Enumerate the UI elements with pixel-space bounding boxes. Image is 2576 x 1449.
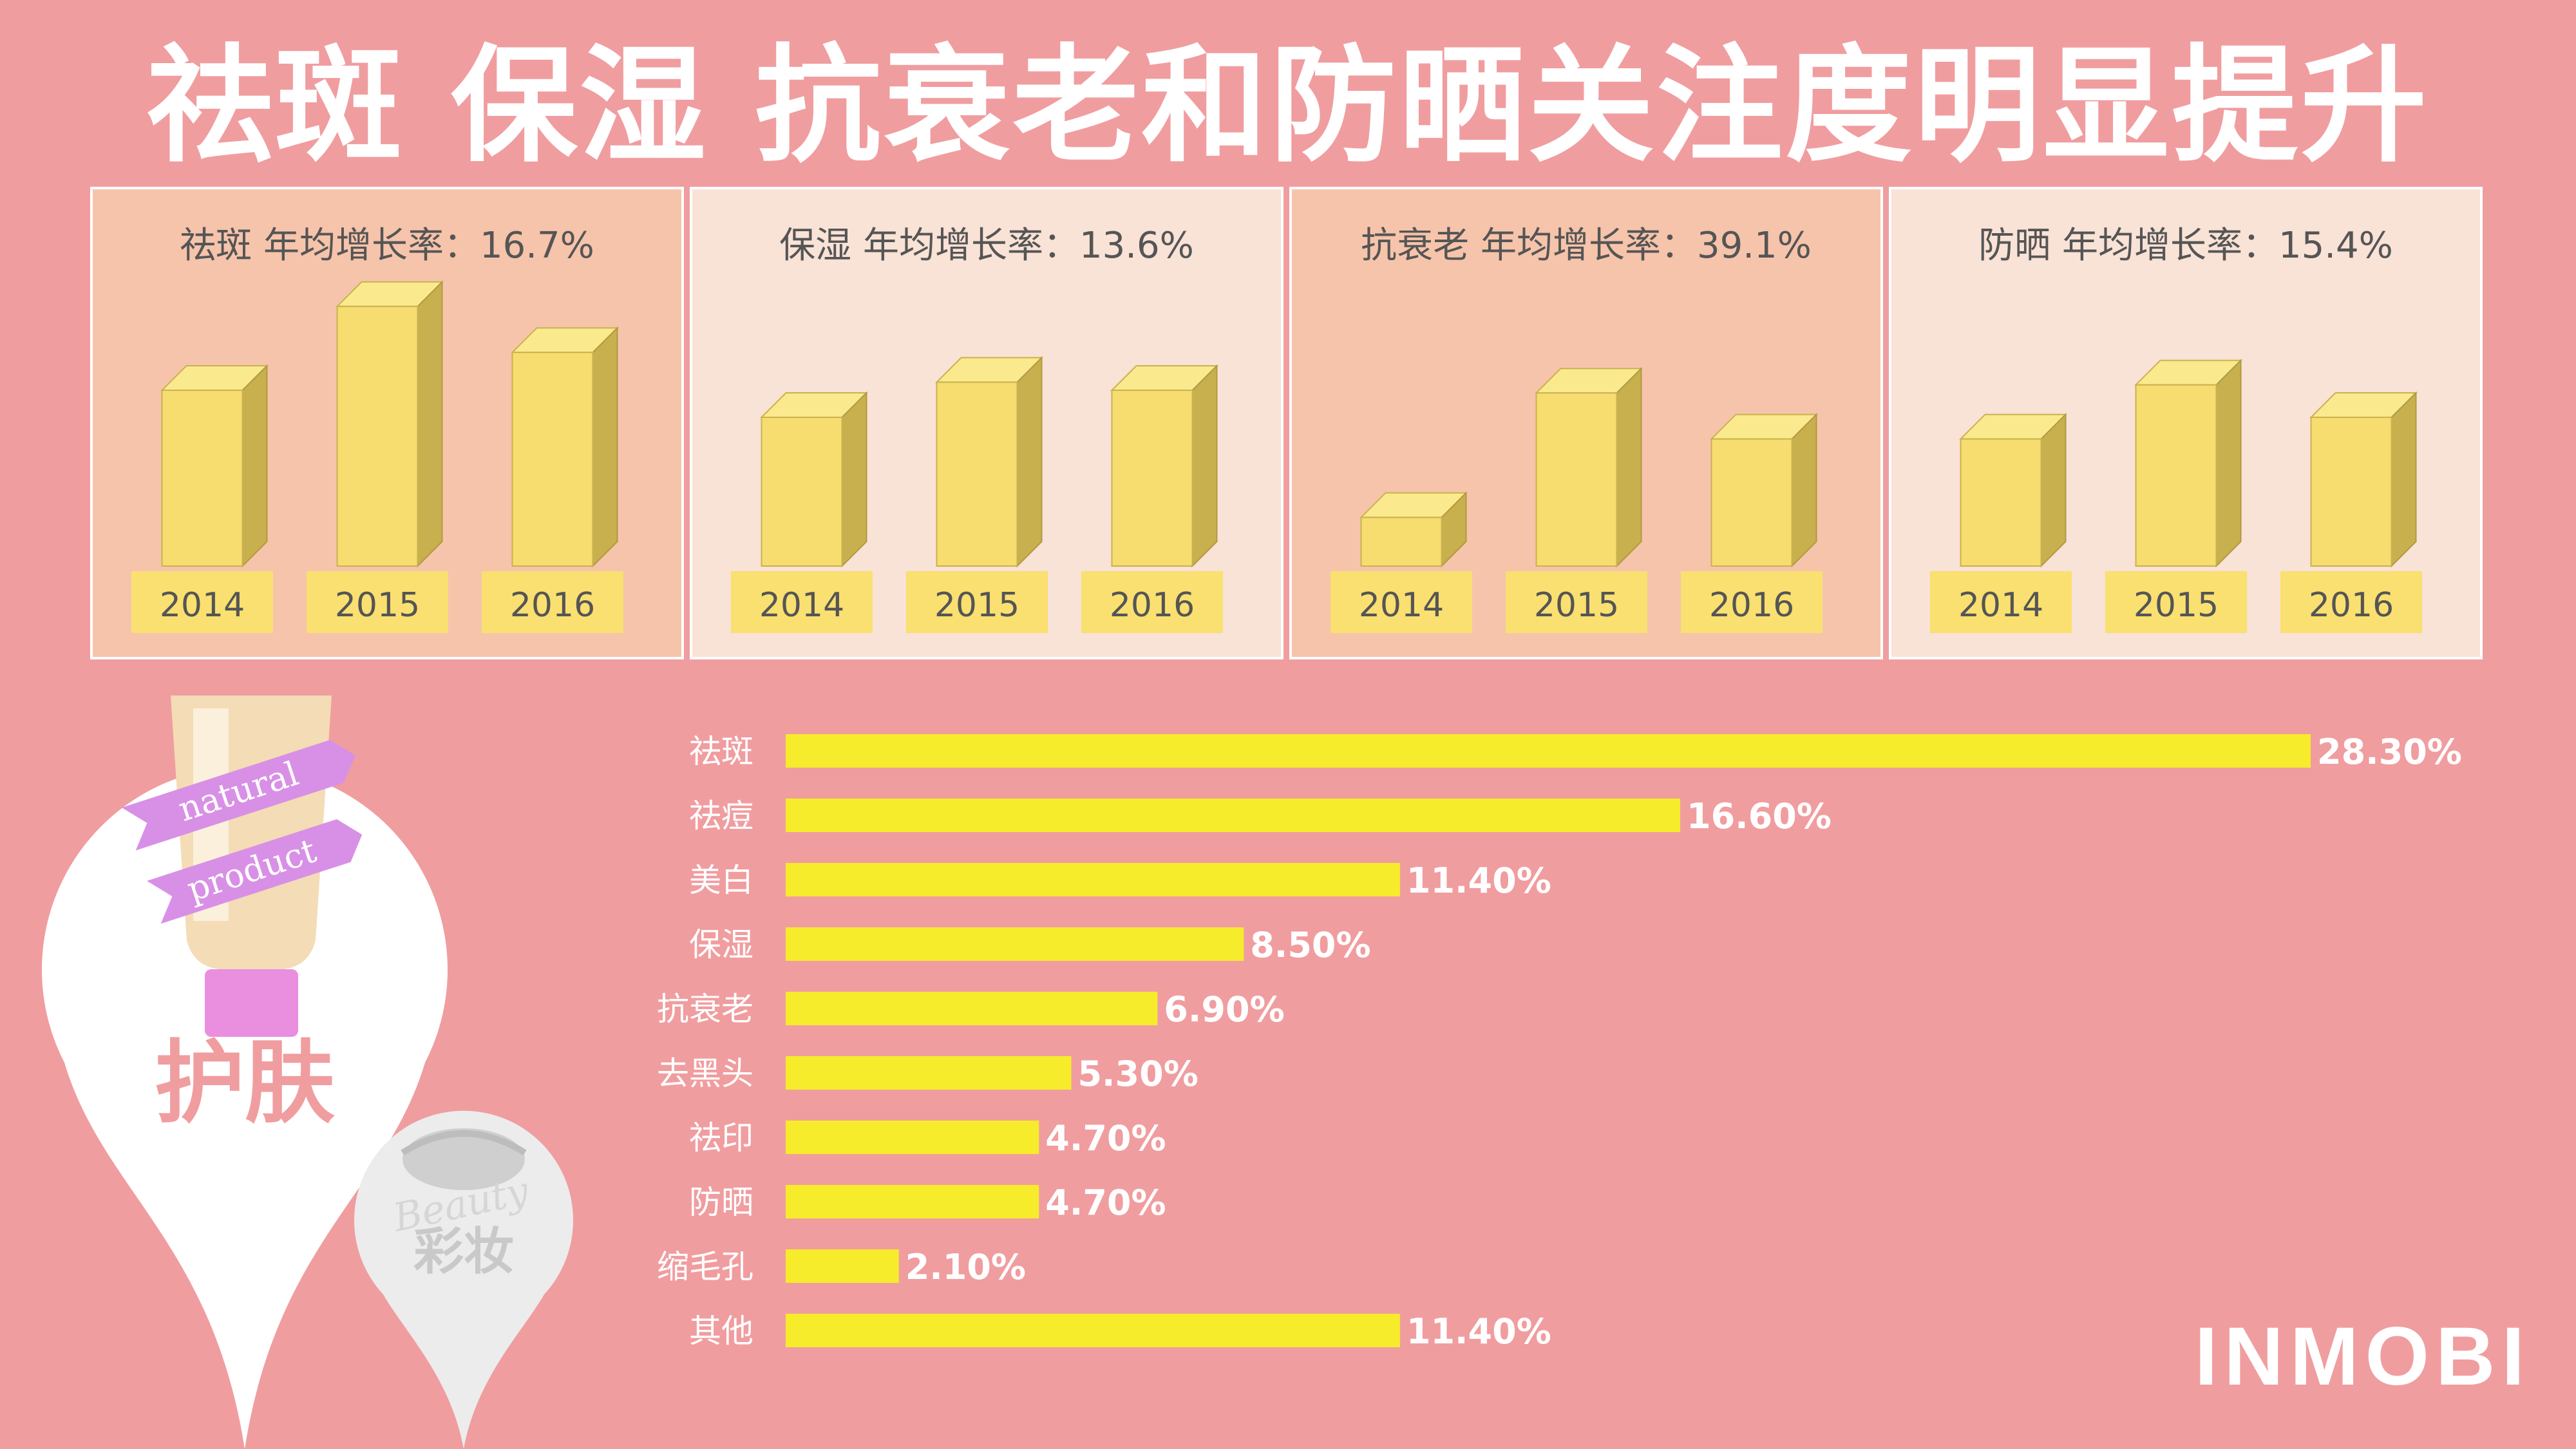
category-label: 祛痘 — [689, 797, 753, 835]
value-label: 11.40% — [1406, 860, 1551, 901]
hbar — [786, 992, 1158, 1025]
year-label: 2015 — [934, 586, 1019, 625]
category-label: 保湿 — [689, 926, 753, 963]
category-label: 防晒 — [689, 1184, 753, 1221]
year-label-bg — [2280, 571, 2422, 633]
year-label: 2014 — [759, 586, 844, 625]
year-label-bg — [131, 571, 273, 633]
panel-title: 抗衰老 年均增长率：39.1% — [1361, 225, 1812, 267]
category-label: 祛斑 — [689, 733, 753, 770]
year-label: 2016 — [2309, 586, 2394, 625]
category-label: 去黑头 — [657, 1055, 753, 1092]
year-label: 2015 — [1534, 586, 1619, 625]
bar-chart-qiban: 2014 2015 2016 — [131, 280, 623, 633]
bar — [1960, 438, 2042, 567]
category-label: 祛印 — [689, 1119, 753, 1157]
panel-title: 祛斑 年均增长率：16.7% — [180, 225, 594, 267]
value-label: 6.90% — [1164, 989, 1284, 1030]
year-label: 2015 — [335, 586, 420, 625]
value-label: 2.10% — [905, 1247, 1026, 1287]
category-label: 缩毛孔 — [657, 1248, 753, 1285]
skincare-pin-shape — [42, 766, 448, 1449]
bar-chart-kangshuailao: 2014 2015 2016 — [1331, 366, 1823, 633]
year-label-bg — [1681, 571, 1823, 633]
year-label-bg — [1331, 571, 1472, 633]
year-label-bg — [482, 571, 623, 633]
inmobi-logo: INMOBI — [2194, 1311, 2531, 1403]
year-label: 2016 — [510, 586, 595, 625]
hbar — [786, 734, 2311, 768]
bar-chart-fangshai: 2014 2015 2016 — [1930, 359, 2422, 633]
hbar — [786, 1056, 1072, 1090]
hbar — [786, 1185, 1039, 1218]
panel-title: 保湿 年均增长率：13.6% — [779, 225, 1194, 267]
category-label: 抗衰老 — [657, 990, 753, 1028]
panel-fangshai: 防晒 年均增长率：15.4% 2014 2015 2016 — [1889, 187, 2483, 659]
year-label-bg — [1930, 571, 2072, 633]
tube-cap-icon — [205, 969, 298, 1037]
page-title: 祛斑 保湿 抗衰老和防晒关注度明显提升 — [146, 33, 2430, 180]
value-label: 8.50% — [1250, 925, 1370, 965]
makeup-pin-shape — [354, 1110, 573, 1449]
year-label: 2016 — [1110, 586, 1195, 625]
hbar — [786, 927, 1244, 961]
value-label: 16.60% — [1687, 796, 1832, 837]
bar — [511, 352, 594, 567]
bar — [2310, 417, 2392, 567]
hbar — [786, 1121, 1039, 1154]
value-label: 28.30% — [2317, 732, 2462, 772]
panel-qiban: 祛斑 年均增长率：16.7% 2014 2015 2016 — [90, 187, 684, 659]
year-label-bg — [307, 571, 448, 633]
year-label-bg — [1506, 571, 1647, 633]
bar — [936, 381, 1018, 567]
makeup-label: 彩妆 — [413, 1223, 514, 1281]
year-label-bg — [2105, 571, 2247, 633]
bar — [1710, 438, 1793, 567]
year-label-bg — [731, 571, 873, 633]
hbar — [786, 863, 1400, 896]
year-label: 2016 — [1709, 586, 1794, 625]
bar — [1535, 392, 1618, 567]
value-label: 5.30% — [1077, 1054, 1198, 1094]
bar — [2135, 384, 2217, 567]
eyelash-icon — [401, 1130, 527, 1156]
bar — [1360, 516, 1443, 567]
hbar — [786, 799, 1681, 832]
year-label: 2014 — [160, 586, 245, 625]
panel-kangshuailao: 抗衰老 年均增长率：39.1% 2014 2015 2016 — [1289, 187, 1883, 659]
bar — [761, 417, 843, 567]
bar — [336, 305, 419, 567]
hbar — [786, 1249, 899, 1283]
hbar — [786, 1314, 1400, 1347]
category-label: 其他 — [689, 1312, 753, 1350]
category-label: 美白 — [689, 862, 753, 899]
year-label: 2014 — [1958, 586, 2043, 625]
value-label: 11.40% — [1406, 1311, 1551, 1352]
skincare-illustration: natural product 护肤 Beauty 彩妆 — [42, 696, 573, 1449]
bar — [161, 390, 243, 567]
year-label: 2015 — [2134, 586, 2219, 625]
bar — [1111, 390, 1193, 567]
eye-icon — [402, 1128, 525, 1190]
value-label: 4.70% — [1045, 1118, 1166, 1159]
skincare-label: 护肤 — [155, 1031, 335, 1136]
panel-baoshi: 保湿 年均增长率：13.6% 2014 2015 2016 — [690, 187, 1283, 659]
panel-title: 防晒 年均增长率：15.4% — [1978, 225, 2393, 267]
year-label-bg — [1081, 571, 1223, 633]
bar-chart-baoshi: 2014 2015 2016 — [731, 355, 1223, 633]
year-label-bg — [906, 571, 1048, 633]
year-label: 2014 — [1359, 586, 1444, 625]
value-label: 4.70% — [1045, 1182, 1166, 1223]
